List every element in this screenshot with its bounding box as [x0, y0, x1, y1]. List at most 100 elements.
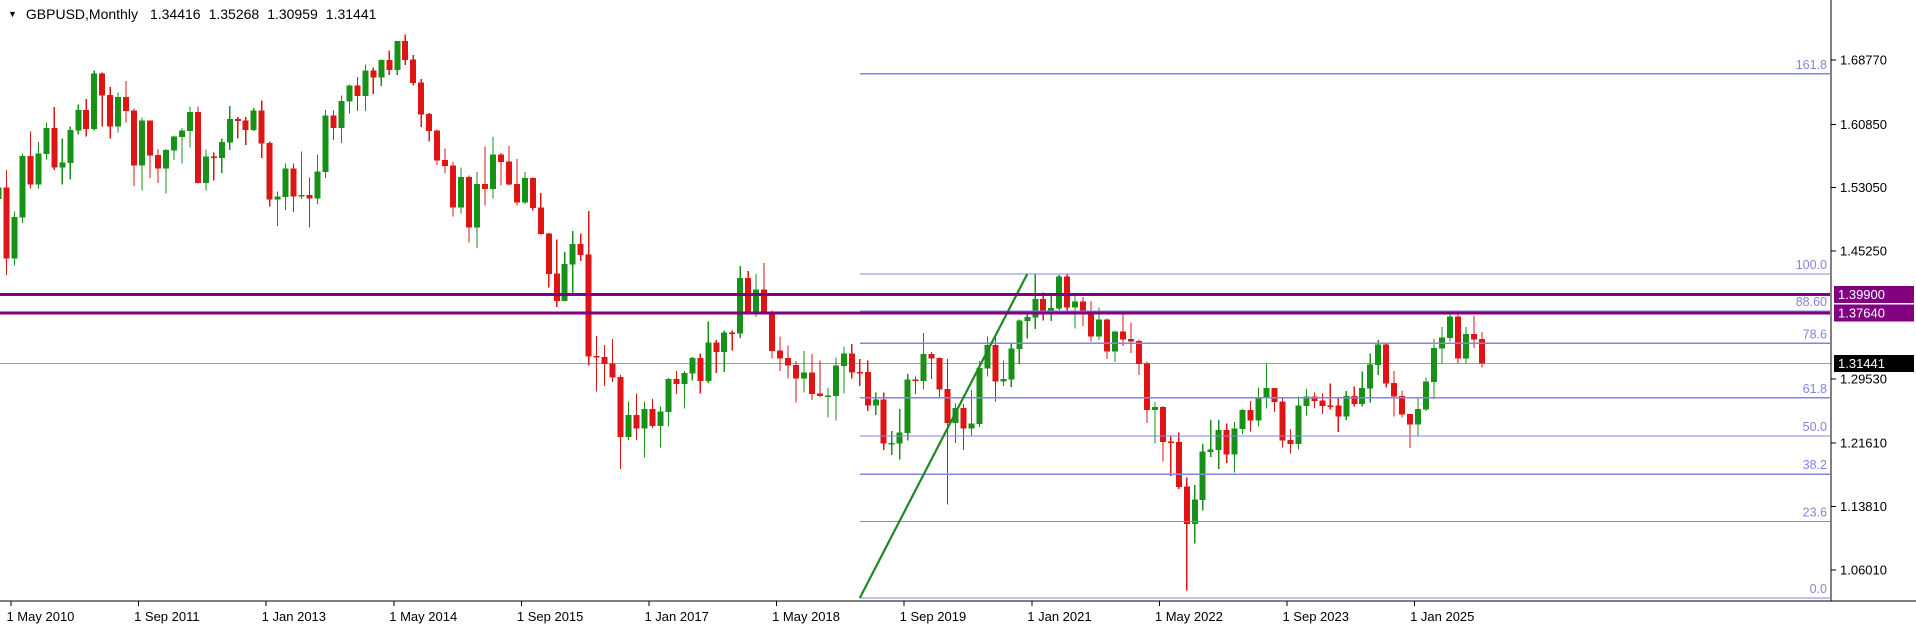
candle-body: [657, 411, 664, 426]
candle-body: [625, 414, 632, 438]
x-axis-date-label: 1 May 2010: [6, 609, 74, 624]
candle-body: [952, 407, 959, 423]
candle-body: [800, 372, 807, 379]
candle-body: [705, 342, 712, 382]
fib-level-label: 100.0: [1796, 258, 1827, 272]
candle-body: [234, 118, 241, 122]
symbol-title: ▼ GBPUSD,Monthly 1.34416 1.35268 1.30959…: [8, 5, 384, 23]
candle-body: [1191, 499, 1198, 525]
candle-body: [1263, 388, 1270, 399]
candle-body: [1391, 383, 1398, 397]
candle-body: [840, 353, 847, 367]
candle-body: [1303, 396, 1310, 406]
candle-body: [785, 357, 792, 366]
candle-body: [1000, 379, 1007, 382]
candle-body: [19, 156, 26, 218]
y-axis-price-label: 1.21610: [1840, 436, 1887, 451]
candle-body: [753, 289, 760, 313]
candle-body: [338, 100, 345, 129]
candle-body: [1135, 341, 1142, 365]
candle-body: [944, 389, 951, 423]
candle-body: [115, 97, 122, 127]
fib-trendline[interactable]: [858, 273, 1029, 599]
fib-level-label: 61.8: [1803, 382, 1827, 396]
x-axis-date-label: 1 Sep 2011: [134, 609, 200, 624]
fib-level-label: 38.2: [1803, 458, 1827, 472]
candle-body: [434, 130, 441, 161]
candle-body: [537, 207, 544, 234]
candle-body: [896, 432, 903, 444]
candle-body: [689, 358, 696, 374]
ohlc-open-value: 1.34416: [149, 6, 201, 22]
candle-body: [888, 442, 895, 445]
candle-body: [218, 141, 225, 159]
candle-body: [1167, 441, 1174, 444]
candle-body: [777, 350, 784, 359]
candle-body: [1056, 276, 1063, 309]
candle-body: [1454, 316, 1461, 359]
candle-body: [1462, 333, 1469, 359]
candle-body: [442, 159, 449, 166]
candle-body: [155, 154, 161, 169]
candle-body: [330, 115, 337, 129]
candle-body: [354, 85, 361, 96]
candle-body: [872, 399, 879, 406]
candle-body: [466, 176, 473, 228]
dropdown-arrow-icon[interactable]: ▼: [8, 9, 17, 19]
candle-body: [1375, 344, 1382, 365]
candle-body: [450, 165, 457, 208]
candle-body: [298, 194, 305, 197]
candle-body: [83, 110, 90, 129]
candle-body: [521, 177, 528, 203]
candle-body: [170, 136, 177, 151]
candle-body: [569, 243, 576, 265]
candle-body: [1407, 414, 1414, 425]
candle-body: [322, 115, 329, 173]
candle-body: [848, 353, 855, 373]
candle-body: [1032, 299, 1039, 318]
candle-body: [346, 85, 353, 102]
candle-body: [11, 216, 18, 259]
candle-body: [1064, 276, 1071, 308]
candle-body: [505, 161, 512, 185]
candle-body: [35, 153, 42, 185]
candle-body: [107, 94, 114, 127]
candle-body: [1287, 439, 1294, 445]
candle-body: [481, 183, 488, 190]
candle-body: [673, 378, 680, 385]
candle-body: [561, 264, 568, 301]
candle-body: [274, 196, 281, 200]
candle-body: [697, 358, 704, 382]
candle-body: [665, 378, 672, 413]
candle-body: [99, 73, 106, 96]
candle-body: [27, 156, 34, 185]
candle-body: [314, 171, 321, 199]
candle-body: [418, 82, 425, 115]
candle-body: [489, 154, 496, 190]
candle-body: [1351, 395, 1358, 405]
candle-body: [681, 372, 688, 385]
fib-level-label: 78.6: [1803, 327, 1827, 341]
candle-body: [1104, 319, 1111, 352]
candle-body: [713, 342, 720, 353]
symbol-timeframe-label: GBPUSD,Monthly: [25, 6, 138, 22]
y-axis-price-label: 1.53050: [1840, 180, 1887, 195]
candle-body: [426, 113, 433, 132]
candle-body: [1008, 348, 1015, 380]
candle-body: [1319, 400, 1326, 406]
x-axis-date-label: 1 May 2018: [772, 609, 840, 624]
candle-body: [1183, 486, 1190, 525]
candle-body: [1478, 338, 1485, 364]
candle-body: [1016, 320, 1023, 349]
x-axis-date-label: 1 Sep 2015: [517, 609, 584, 624]
candle-body: [1415, 409, 1422, 425]
x-axis-date-label: 1 Jan 2021: [1027, 609, 1091, 624]
candle-body: [378, 59, 385, 78]
price-line-tag: [1834, 304, 1914, 322]
candle-body: [282, 168, 289, 197]
x-axis-date-label: 1 May 2014: [389, 609, 457, 624]
candle-body: [729, 332, 736, 334]
candle-body: [601, 356, 608, 364]
